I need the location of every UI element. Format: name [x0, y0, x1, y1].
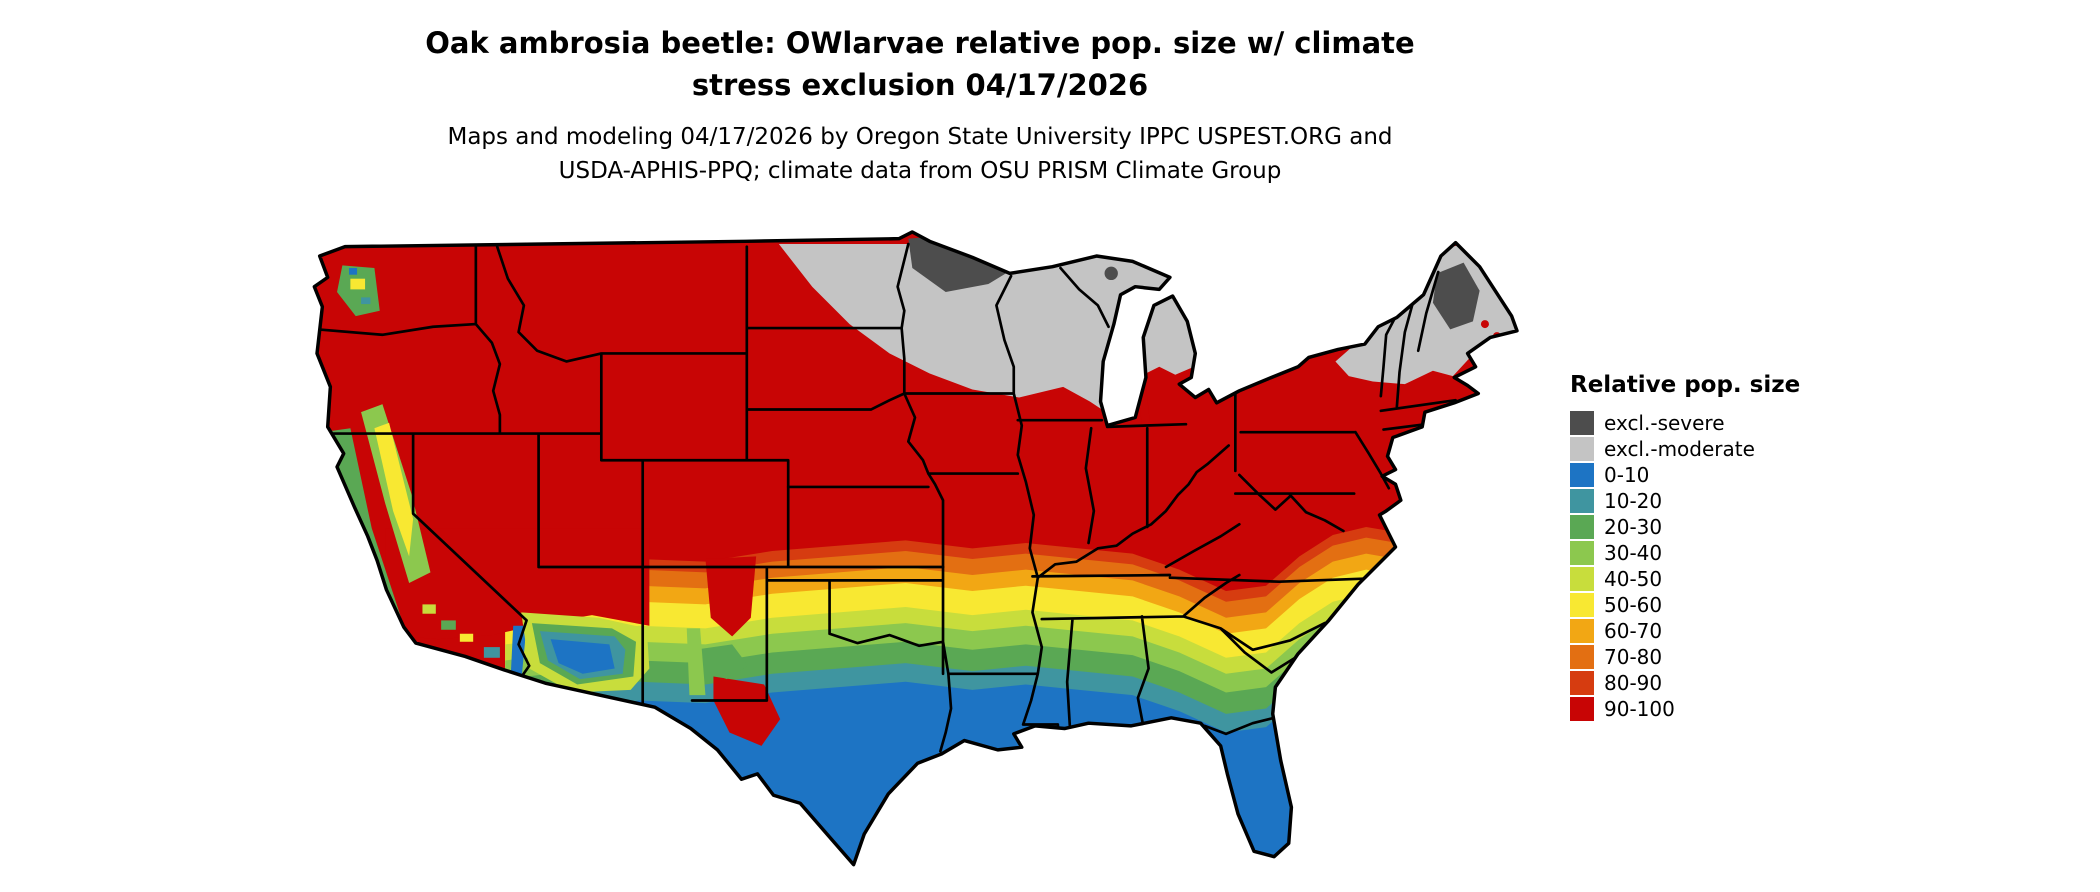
band-20-30-region: [505, 628, 1517, 865]
socal-patch-3: [459, 633, 474, 642]
page-title-line2: stress exclusion 04/17/2026: [691, 68, 1149, 102]
legend-item: 80-90: [1570, 670, 1800, 696]
legend-item: 60-70: [1570, 618, 1800, 644]
legend-item: 30-40: [1570, 540, 1800, 566]
legend-label: 30-40: [1604, 541, 1663, 565]
legend-swatch-40-50: [1570, 567, 1594, 591]
state-borders-west: [317, 245, 945, 710]
state-borders: [317, 242, 1457, 753]
state-borders-east: [1031, 270, 1457, 736]
legend-swatch-30-40: [1570, 541, 1594, 565]
puget-teal-patch: [361, 297, 371, 305]
puget-blue-patch: [349, 268, 358, 275]
legend-label: 0-10: [1604, 463, 1650, 487]
legend-label: 40-50: [1604, 567, 1663, 591]
state-borders-central: [745, 242, 1110, 753]
legend-label: excl.-moderate: [1604, 437, 1755, 461]
legend-swatch-20-30: [1570, 515, 1594, 539]
legend-swatch-90-100: [1570, 697, 1594, 721]
page-credits: Maps and modeling 04/17/2026 by Oregon S…: [0, 120, 1840, 188]
az-low-desert-blue-core: [550, 639, 615, 674]
legend-swatch-80-90: [1570, 671, 1594, 695]
red-overlay-highlands: [385, 528, 781, 746]
legend-title: Relative pop. size: [1570, 372, 1801, 398]
legend-label: 60-70: [1604, 619, 1663, 643]
rio-grande-valley-strip: [686, 628, 706, 696]
legend-item: 70-80: [1570, 644, 1800, 670]
legend-item: excl.-severe: [1570, 410, 1800, 436]
legend-label: 80-90: [1604, 671, 1663, 695]
northern-wisconsin-excl-severe: [1104, 266, 1118, 281]
upper-midwest-excl-moderate: [778, 243, 1194, 413]
legend-item: 20-30: [1570, 514, 1800, 540]
legend-swatch-60-70: [1570, 619, 1594, 643]
legend-item: 40-50: [1570, 566, 1800, 592]
maine-coast-red-speck-1: [1480, 320, 1489, 329]
legend-item: 50-60: [1570, 592, 1800, 618]
legend-swatch-excl-severe: [1570, 411, 1594, 435]
legend-label: 20-30: [1604, 515, 1663, 539]
new-mexico-red-tongue: [705, 556, 757, 637]
legend-item: 90-100: [1570, 696, 1800, 722]
legend-item: excl.-moderate: [1570, 436, 1800, 462]
legend-swatch-10-20: [1570, 489, 1594, 513]
great-basin-red-overlay: [385, 528, 650, 640]
band-10-20-region: [505, 649, 1517, 865]
west-texas-green-patch: [694, 644, 749, 680]
door-peninsula-red-strip: [1111, 340, 1125, 375]
puget-yellow-patch: [350, 278, 366, 290]
legend-item: 10-20: [1570, 488, 1800, 514]
legend-label: 50-60: [1604, 593, 1663, 617]
socal-patch-2: [441, 620, 456, 630]
population-band-stack: [505, 526, 1517, 865]
big-bend-red-patch: [713, 676, 781, 746]
ca-central-valley-inner: [374, 422, 414, 557]
us-distribution-map: [312, 230, 1519, 867]
legend-swatch-0-10: [1570, 463, 1594, 487]
imperial-valley-patch: [483, 647, 500, 658]
us-outline: [312, 230, 1519, 867]
maine-excl-severe: [1432, 262, 1480, 330]
legend-label: excl.-severe: [1604, 411, 1725, 435]
legend-swatch-70-80: [1570, 645, 1594, 669]
legend-item: 0-10: [1570, 462, 1800, 488]
socal-patch-1: [422, 604, 436, 614]
legend-label: 90-100: [1604, 697, 1675, 721]
legend: Relative pop. size excl.-severe excl.-mo…: [1570, 372, 1800, 722]
page-title-line1: Oak ambrosia beetle: OWlarvae relative p…: [425, 26, 1415, 60]
page-title: Oak ambrosia beetle: OWlarvae relative p…: [0, 22, 1840, 106]
page-credits-line2: USDA-APHIS-PPQ; climate data from OSU PR…: [558, 158, 1282, 184]
legend-swatch-excl-moderate: [1570, 437, 1594, 461]
legend-label: 70-80: [1604, 645, 1663, 669]
legend-swatch-50-60: [1570, 593, 1594, 617]
page-credits-line1: Maps and modeling 04/17/2026 by Oregon S…: [447, 124, 1393, 150]
legend-label: 10-20: [1604, 489, 1663, 513]
